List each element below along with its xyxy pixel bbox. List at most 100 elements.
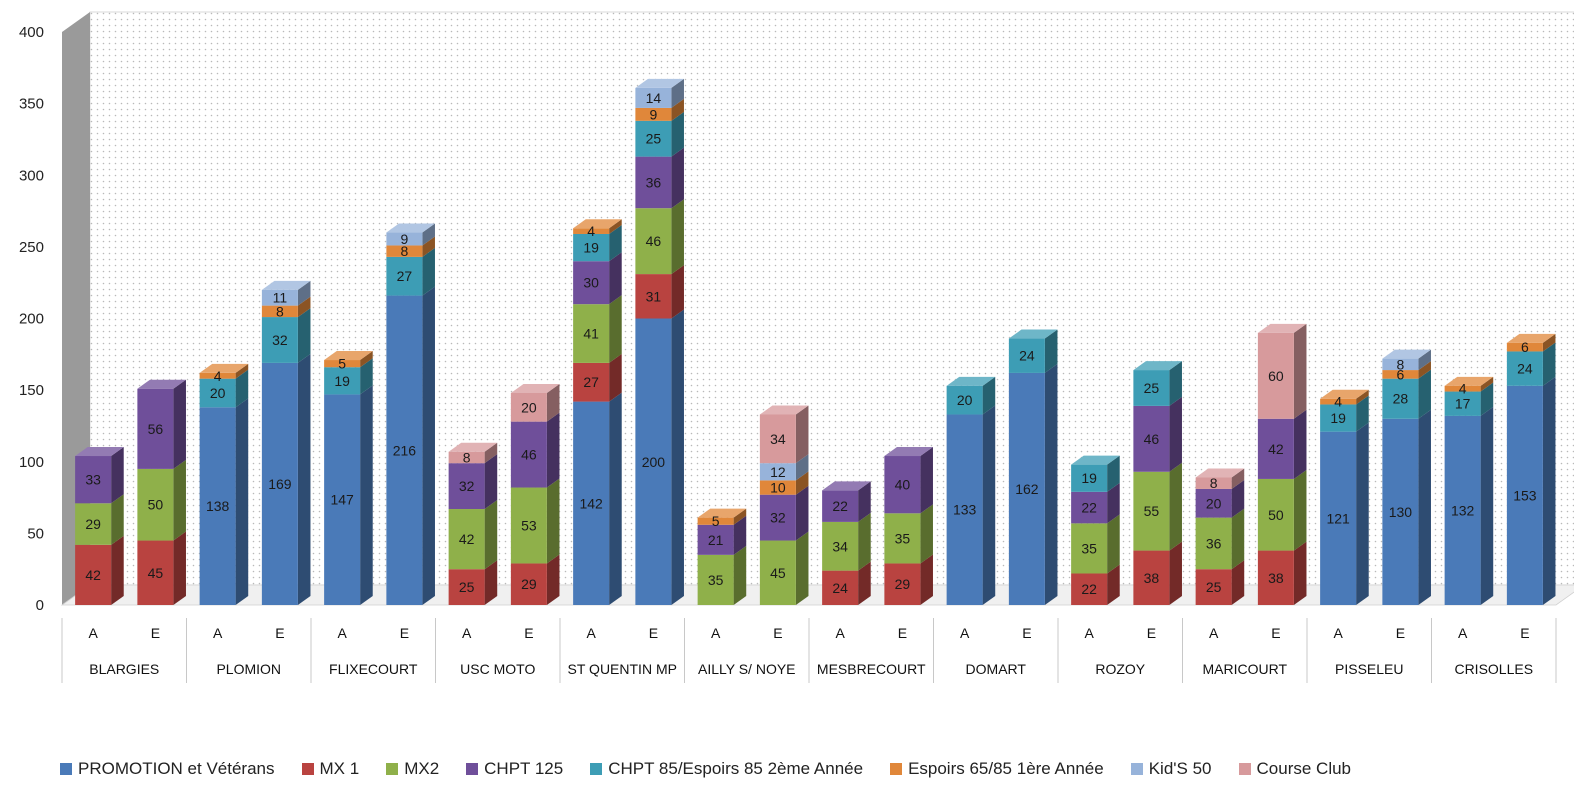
data-label: 19	[583, 240, 599, 256]
bar-segment-side	[1231, 508, 1245, 570]
legend-swatch	[386, 763, 399, 775]
bar-segment-side	[1418, 409, 1431, 605]
data-label: 35	[895, 530, 911, 546]
x-sub-label: E	[773, 625, 782, 641]
bar-segment-side	[546, 383, 560, 422]
data-label: 10	[770, 480, 786, 496]
legend-label: CHPT 85/Espoirs 85 2ème Année	[608, 759, 864, 778]
bar-segment	[1071, 491, 1108, 524]
data-label: 45	[770, 565, 786, 581]
bar-segment	[199, 378, 236, 408]
bar-segment-side	[609, 295, 622, 363]
legend-item: Course Club	[1238, 759, 1351, 779]
data-label: 35	[708, 572, 724, 588]
bar-segment-side	[1169, 361, 1182, 406]
bar-segment-side	[1418, 361, 1431, 379]
data-label: 8	[276, 303, 284, 319]
bar-segment-side	[1480, 406, 1494, 605]
data-label: 50	[1268, 507, 1284, 523]
bar-segment	[137, 540, 174, 605]
data-label: 12	[770, 464, 786, 480]
data-label: 153	[1513, 487, 1537, 503]
x-sub-label: E	[1147, 625, 1156, 641]
bar-segment-side	[1169, 541, 1182, 605]
data-label: 46	[1144, 431, 1160, 447]
stacked-bar: 169 32 811	[261, 280, 311, 605]
data-label: 42	[1268, 441, 1284, 457]
bar-segment	[199, 407, 236, 605]
bar-segment-side	[1356, 395, 1369, 432]
stacked-bar: 29 35 40	[884, 447, 933, 605]
bar-segment	[510, 487, 547, 564]
x-sub-label: E	[1520, 625, 1529, 641]
bar-segment	[1506, 351, 1543, 386]
bar-segment-side	[1356, 389, 1369, 405]
legend-swatch	[890, 763, 903, 775]
stacked-bar: 25 42 32 8	[448, 442, 498, 605]
data-label: 31	[646, 288, 662, 304]
category-label: DOMART	[966, 661, 1027, 677]
legend-item: PROMOTION et Vétérans	[60, 759, 275, 779]
bar-segment-side	[173, 531, 186, 605]
data-label: 5	[712, 513, 720, 529]
bar-segment-top	[1506, 333, 1556, 343]
bar-segment-top	[822, 481, 871, 491]
legend-swatch	[1130, 763, 1143, 775]
bar-segment-top	[946, 376, 996, 386]
bar-segment	[1133, 370, 1170, 406]
bar-segment	[1382, 370, 1419, 379]
x-sub-label: E	[1022, 625, 1031, 641]
bar-segment	[448, 509, 485, 570]
bar-segment	[1257, 478, 1294, 551]
x-axis: A E BLARGIES A E PLOMION A E FLIXECOURT A E USC MOT…	[61, 618, 1557, 683]
bar-segment	[137, 468, 174, 541]
bar-segment	[573, 233, 610, 262]
bar-segment	[1257, 418, 1294, 479]
bar-segment-side	[982, 405, 996, 605]
x-sub-label: E	[649, 625, 658, 641]
data-label: 6	[1521, 339, 1529, 355]
category-label: MESBRECOURT	[817, 661, 926, 677]
bar-segment-side	[858, 561, 871, 605]
bar-segment-top	[75, 447, 124, 457]
data-label: 42	[459, 531, 475, 547]
data-label: 14	[646, 90, 662, 106]
category-label: CRISOLLES	[1454, 661, 1533, 677]
bar-segment-side	[920, 554, 933, 605]
data-label: 56	[148, 421, 164, 437]
data-label: 27	[397, 268, 413, 284]
category-label: PISSELEU	[1335, 661, 1403, 677]
bar-segment	[573, 261, 610, 305]
x-sub-label: A	[711, 625, 721, 641]
bar-segment-side	[920, 447, 933, 514]
bar-segment-top	[261, 280, 311, 290]
stacked-bar: 142 27 41 30 194	[573, 219, 622, 605]
bar-segment	[1320, 404, 1357, 432]
data-label: 38	[1268, 570, 1284, 586]
bar-segment	[1195, 517, 1232, 570]
bar-segment-top	[1008, 329, 1058, 339]
bar-segment	[261, 317, 298, 363]
bar-segment-side	[297, 296, 311, 318]
data-label: 8	[1210, 475, 1218, 491]
bar-segment-side	[235, 369, 249, 408]
bar-segment	[510, 563, 547, 605]
data-label: 9	[400, 231, 408, 247]
bar-segment-side	[360, 358, 373, 395]
bar-segment	[635, 318, 672, 605]
bar-segment-top	[1382, 349, 1431, 359]
bar-segment	[822, 521, 859, 571]
bar-segment	[759, 494, 796, 541]
bar-segment	[510, 392, 547, 422]
bar-segment-side	[733, 545, 747, 605]
y-tick-label: 150	[19, 382, 44, 399]
category-label: ST QUENTIN MP	[568, 661, 677, 677]
bar-segment-top	[448, 442, 498, 452]
bar-segment	[573, 362, 610, 402]
data-label: 132	[1451, 502, 1475, 518]
bar-segment-side	[1231, 560, 1245, 605]
bar-segment	[1257, 332, 1294, 419]
stacked-bar: 147 195	[324, 351, 373, 605]
bar-segment-side	[733, 508, 747, 525]
